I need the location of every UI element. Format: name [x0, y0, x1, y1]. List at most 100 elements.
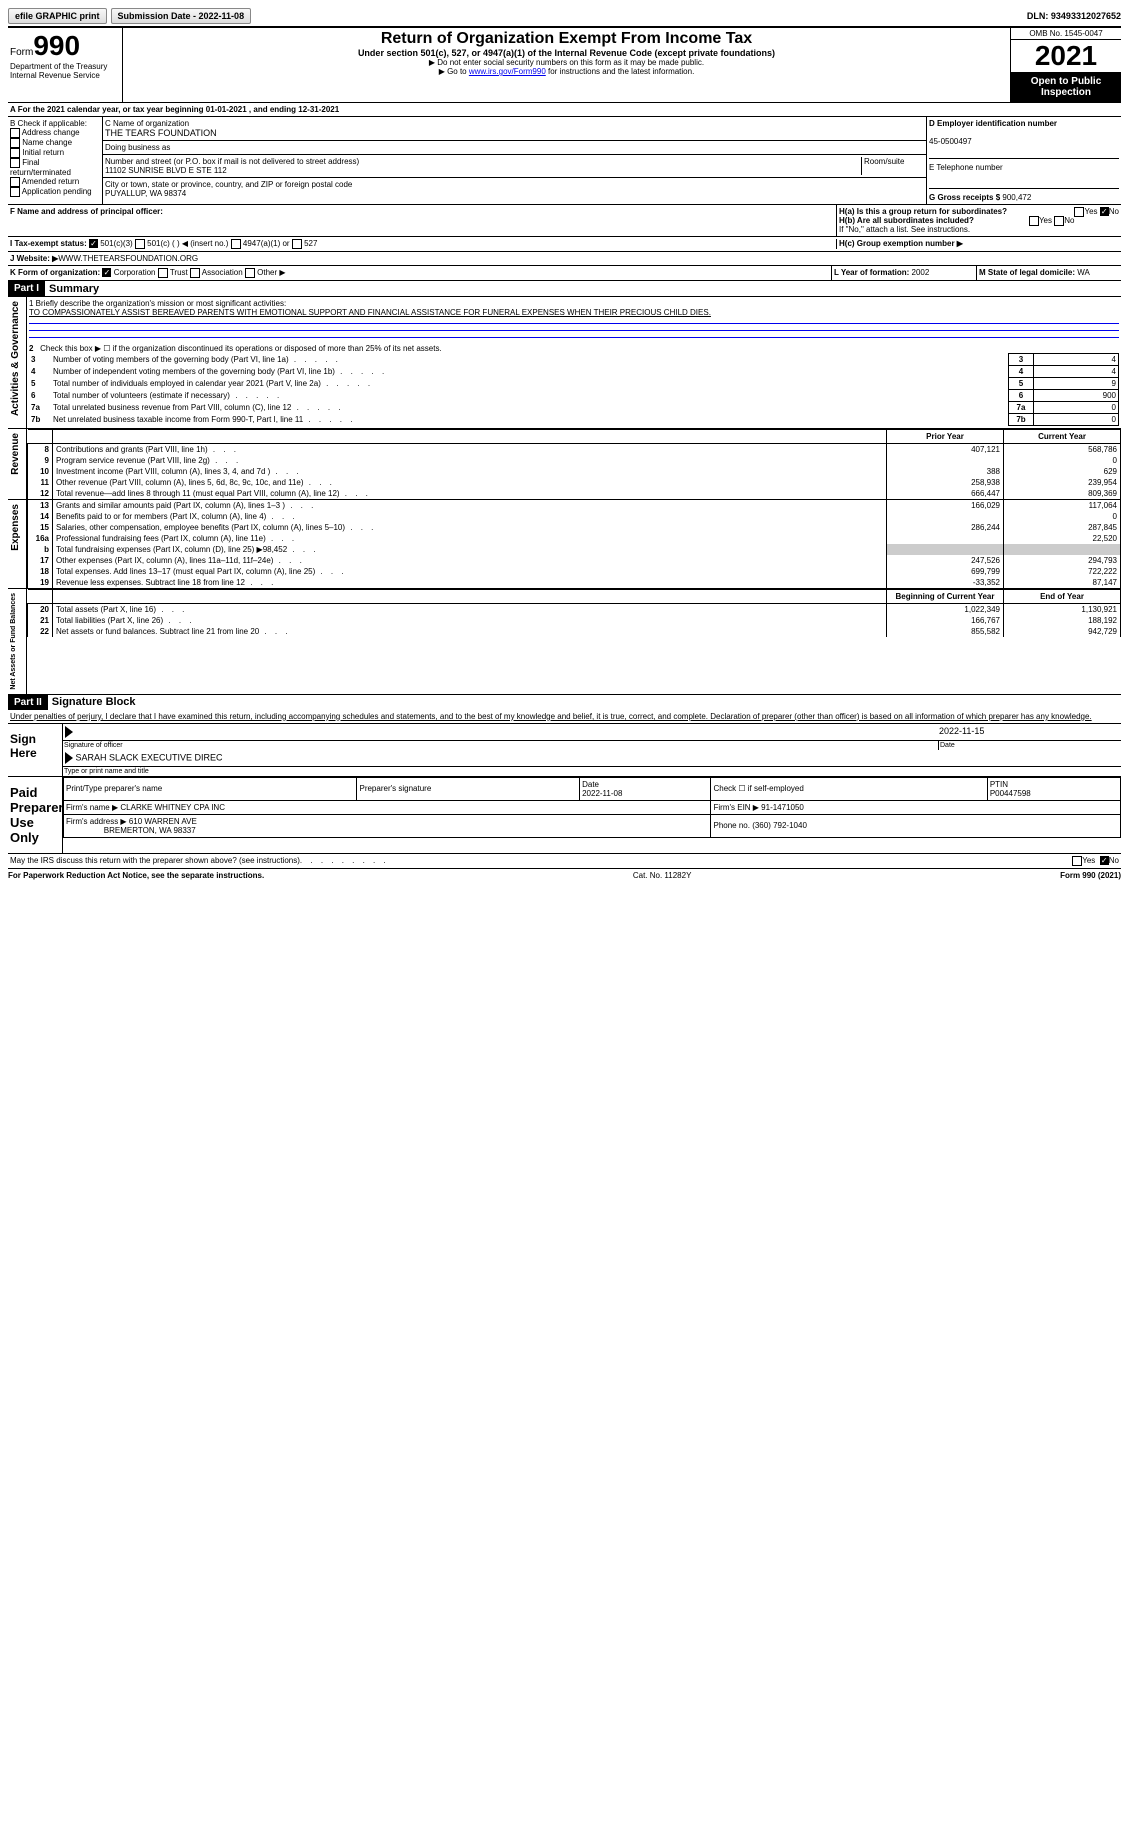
checkbox-trust[interactable] [158, 268, 168, 278]
officer-name: SARAH SLACK EXECUTIVE DIREC [76, 752, 223, 762]
form-number: 990 [33, 30, 80, 61]
ptin: P00447598 [990, 789, 1031, 798]
checkbox[interactable] [10, 177, 20, 187]
gov-value: 900 [1034, 390, 1119, 402]
checkbox[interactable] [10, 187, 20, 197]
curr-value: 722,222 [1004, 566, 1121, 577]
prior-value: 1,022,349 [887, 604, 1004, 616]
curr-value: 22,520 [1004, 533, 1121, 544]
sign-here-label: Sign Here [8, 724, 62, 776]
line-a: A For the 2021 calendar year, or tax yea… [8, 102, 1121, 116]
top-bar: efile GRAPHIC print Submission Date - 20… [8, 8, 1121, 24]
efile-button[interactable]: efile GRAPHIC print [8, 8, 107, 24]
omb-number: OMB No. 1545-0047 [1011, 28, 1121, 40]
curr-value: 239,954 [1004, 477, 1121, 488]
firm-ein: 91-1471050 [761, 803, 804, 812]
open-public: Open to Public Inspection [1011, 72, 1121, 102]
curr-value: 0 [1004, 455, 1121, 466]
checkbox-other[interactable] [245, 268, 255, 278]
checkbox-discuss-yes[interactable] [1072, 856, 1082, 866]
part2-title: Signature Block [48, 696, 136, 708]
submission-button[interactable]: Submission Date - 2022-11-08 [111, 8, 252, 24]
discuss-row: May the IRS discuss this return with the… [8, 853, 1121, 868]
instr1: ▶ Do not enter social security numbers o… [125, 58, 1008, 67]
checkbox-501c[interactable] [135, 239, 145, 249]
curr-value: 809,369 [1004, 488, 1121, 499]
sign-date: 2022-11-15 [937, 724, 1121, 740]
checkbox-discuss-no[interactable]: ✓ [1100, 856, 1109, 865]
website-row: J Website: ▶ WWW.THETEARSFOUNDATION.ORG [8, 251, 1121, 265]
prior-value: 407,121 [887, 444, 1004, 456]
dln-text: DLN: 93493312027652 [1027, 11, 1121, 21]
prior-value [887, 533, 1004, 544]
prior-value: -33,352 [887, 577, 1004, 588]
part2-bar: Part II [8, 695, 48, 710]
prior-value: 166,767 [887, 615, 1004, 626]
checkbox[interactable] [10, 148, 20, 158]
prior-value [887, 455, 1004, 466]
form-header: Form990 Department of the Treasury Inter… [8, 26, 1121, 102]
tax-year: 2021 [1011, 40, 1121, 72]
checkbox[interactable] [10, 138, 20, 148]
instr2: ▶ Go to www.irs.gov/Form990 for instruct… [125, 67, 1008, 76]
end-year-header: End of Year [1004, 590, 1121, 604]
checkbox-corp[interactable]: ✓ [102, 268, 111, 277]
side-expenses: Expenses [8, 500, 23, 555]
paid-prep-label: Paid Preparer Use Only [8, 777, 62, 853]
year-formation: 2002 [912, 268, 930, 277]
prior-value: 258,938 [887, 477, 1004, 488]
mission-text: TO COMPASSIONATELY ASSIST BEREAVED PAREN… [29, 308, 1119, 317]
gross-receipts: 900,472 [1002, 193, 1031, 202]
prior-value: 286,244 [887, 522, 1004, 533]
section-b: B Check if applicable: Address change Na… [8, 117, 103, 204]
website-url: WWW.THETEARSFOUNDATION.ORG [58, 254, 198, 263]
ein: 45-0500497 [929, 137, 972, 146]
curr-value: 942,729 [1004, 626, 1121, 637]
curr-value: 188,192 [1004, 615, 1121, 626]
part1-title: Summary [45, 283, 99, 295]
curr-value: 568,786 [1004, 444, 1121, 456]
checkbox[interactable] [10, 128, 20, 138]
side-revenue: Revenue [8, 429, 23, 479]
checkbox-assoc[interactable] [190, 268, 200, 278]
curr-value: 629 [1004, 466, 1121, 477]
arrow-icon [65, 752, 73, 764]
side-activities: Activities & Governance [8, 297, 23, 420]
prior-value: 666,447 [887, 488, 1004, 499]
prior-value: 855,582 [887, 626, 1004, 637]
form-label: Form [10, 47, 33, 58]
city-address: PUYALLUP, WA 98374 [105, 189, 186, 198]
checkbox-501c3[interactable]: ✓ [89, 239, 98, 248]
street-address: 11102 SUNRISE BLVD E STE 112 [105, 166, 227, 175]
footer: For Paperwork Reduction Act Notice, see … [8, 868, 1121, 880]
dept-text: Department of the Treasury Internal Reve… [10, 62, 120, 80]
curr-value: 0 [1004, 511, 1121, 522]
org-name: THE TEARS FOUNDATION [105, 128, 217, 138]
box-f: F Name and address of principal officer: [8, 205, 836, 236]
part1-bar: Part I [8, 281, 45, 296]
curr-value: 117,064 [1004, 500, 1121, 511]
section-d: D Employer identification number45-05004… [926, 117, 1121, 204]
curr-value: 287,845 [1004, 522, 1121, 533]
checkbox-4947[interactable] [231, 239, 241, 249]
box-h: H(a) Is this a group return for subordin… [836, 205, 1121, 236]
mission-label: 1 Briefly describe the organization's mi… [29, 299, 1119, 308]
checkbox-527[interactable] [292, 239, 302, 249]
perjury-text: Under penalties of perjury, I declare th… [8, 710, 1121, 723]
current-year-header: Current Year [1004, 430, 1121, 444]
section-c: C Name of organizationTHE TEARS FOUNDATI… [103, 117, 926, 204]
prior-value: 388 [887, 466, 1004, 477]
line2: 2 Check this box ▶ ☐ if the organization… [29, 344, 1119, 353]
firm-phone: (360) 792-1040 [752, 821, 807, 830]
prior-value: 247,526 [887, 555, 1004, 566]
irs-link[interactable]: www.irs.gov/Form990 [469, 67, 546, 76]
subtitle: Under section 501(c), 527, or 4947(a)(1)… [125, 48, 1008, 58]
tax-exempt-status: I Tax-exempt status: ✓ 501(c)(3) 501(c) … [10, 239, 836, 249]
curr-value: 1,130,921 [1004, 604, 1121, 616]
curr-value: 87,147 [1004, 577, 1121, 588]
side-net: Net Assets or Fund Balances [8, 589, 19, 694]
firm-addr: 610 WARREN AVE [129, 817, 197, 826]
checkbox[interactable] [10, 158, 20, 168]
beg-year-header: Beginning of Current Year [887, 590, 1004, 604]
prior-value [887, 511, 1004, 522]
